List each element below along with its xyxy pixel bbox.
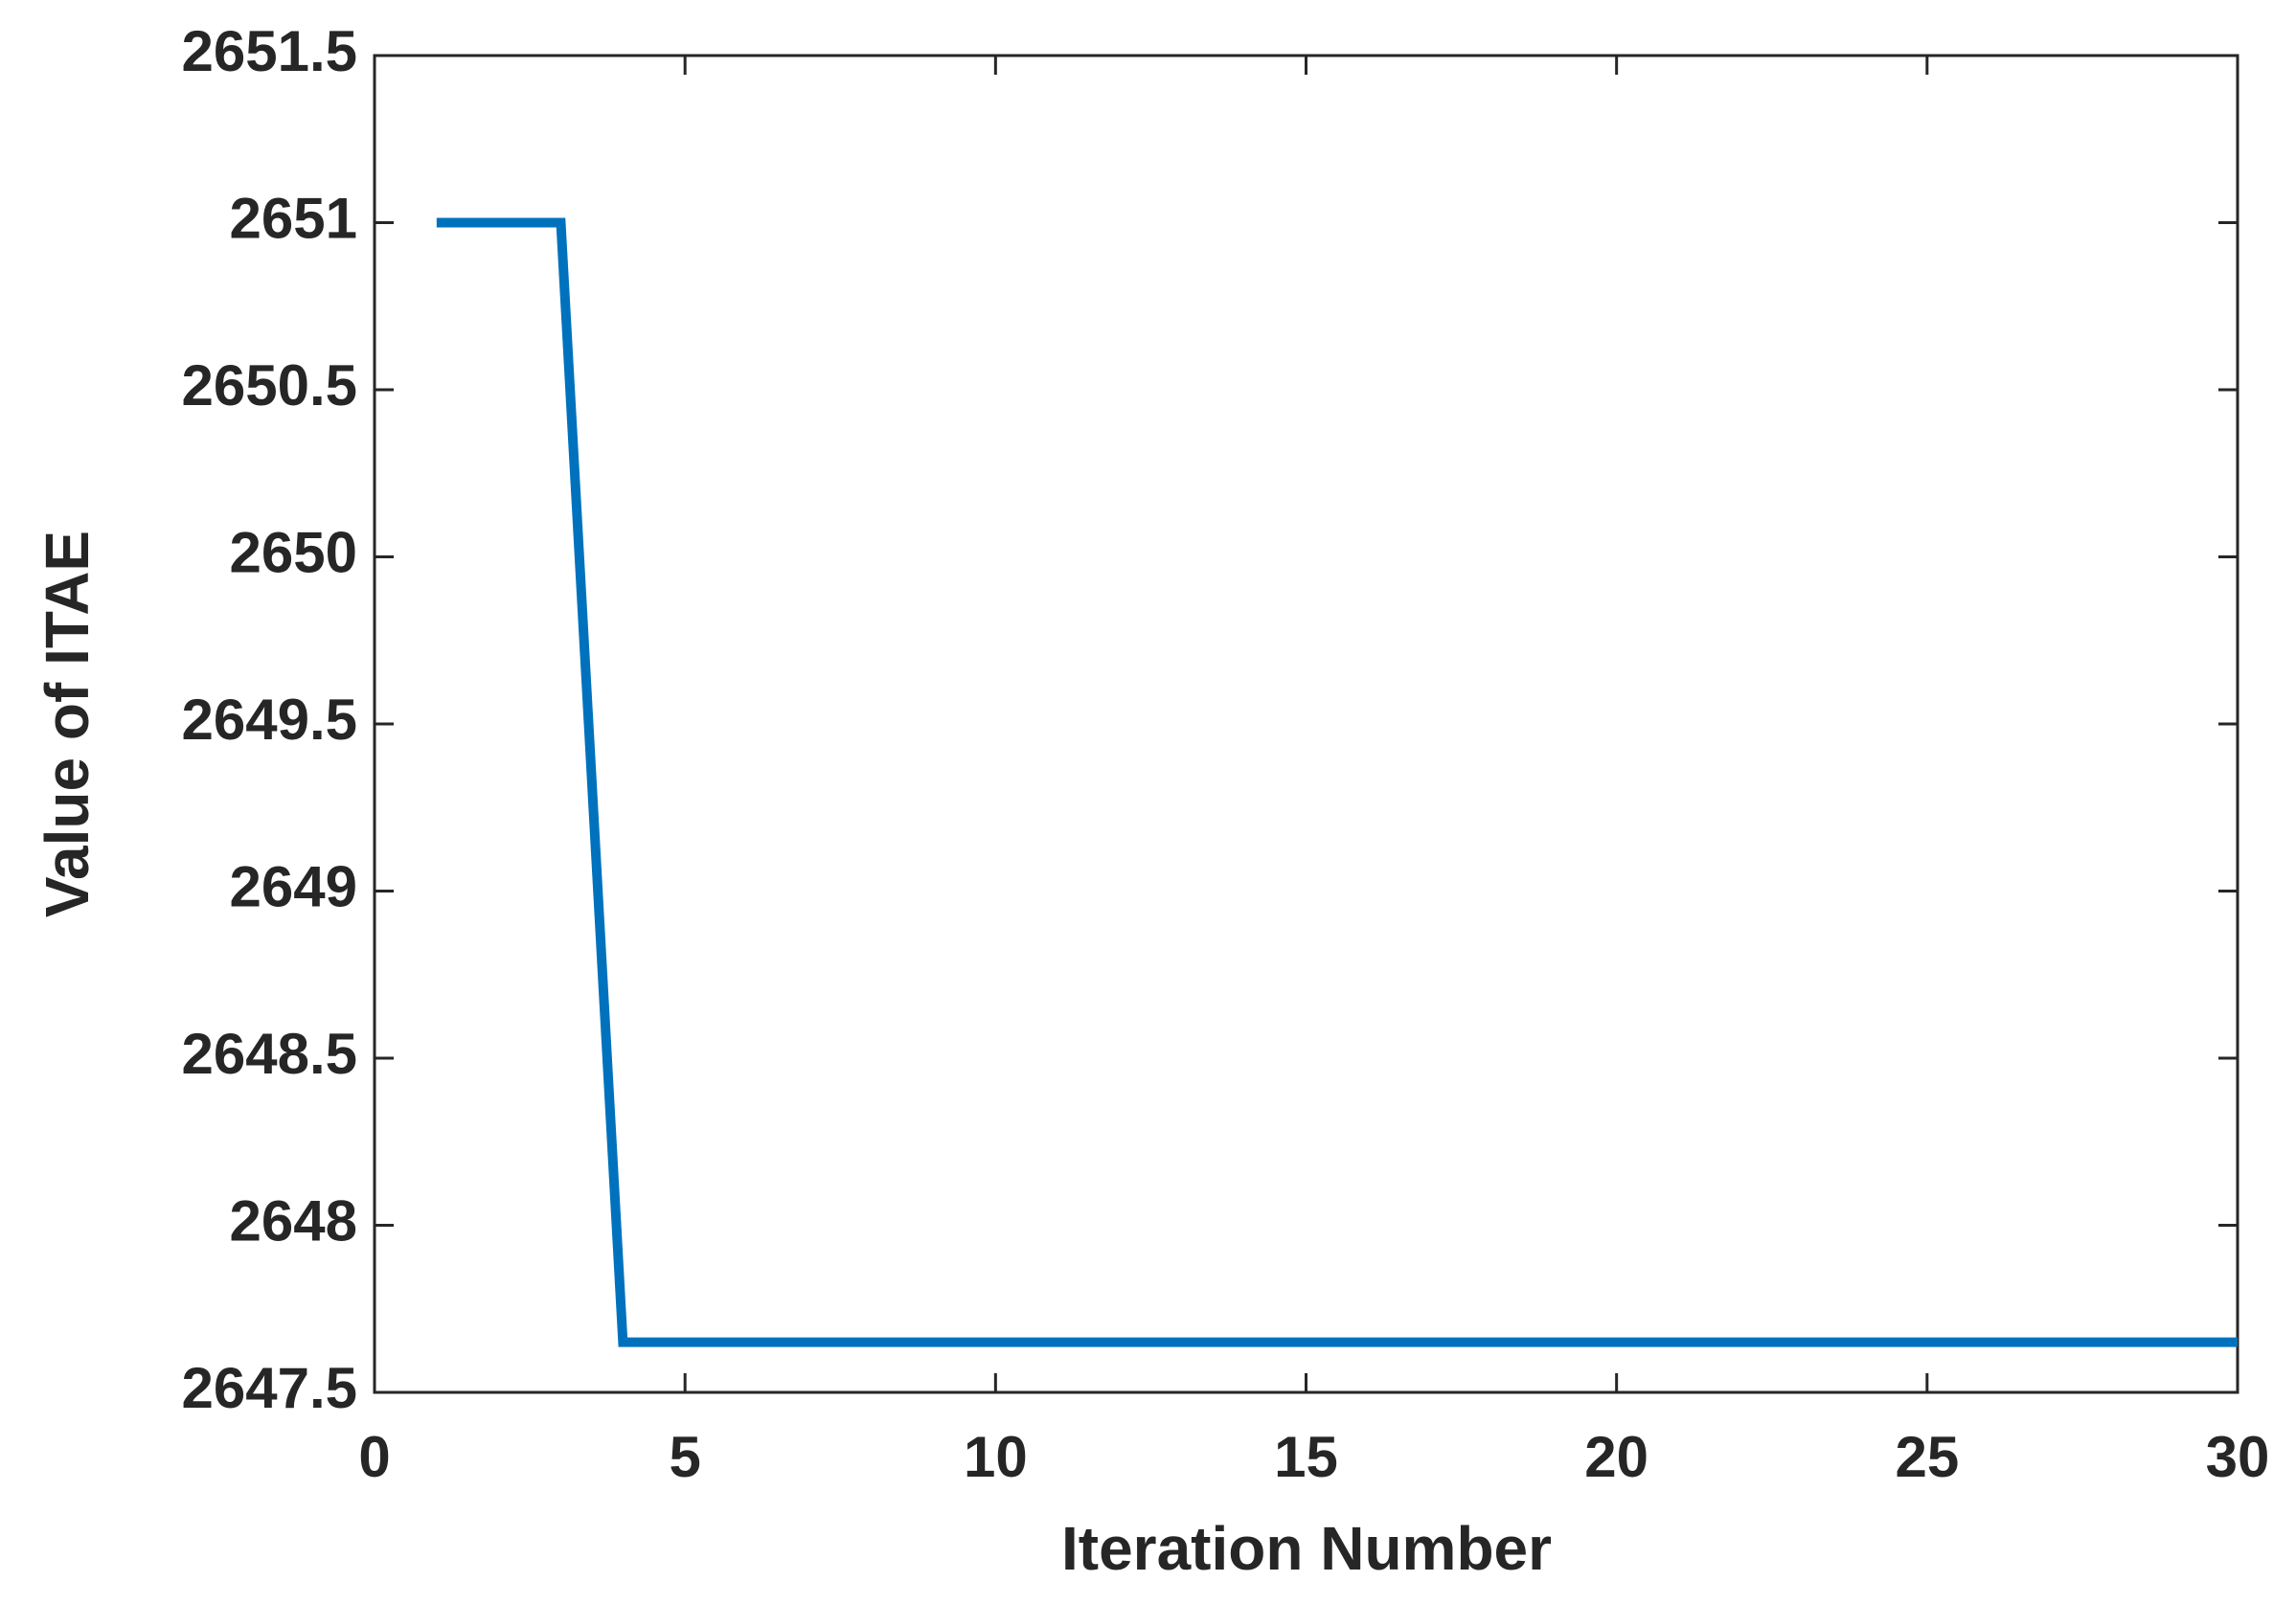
plot-frame xyxy=(373,54,2239,1394)
x-tick-label: 0 xyxy=(358,1425,390,1489)
y-tick-label: 2650 xyxy=(230,520,357,584)
x-tick-label: 15 xyxy=(1274,1425,1338,1489)
x-axis-label: Iteration Number xyxy=(1061,1514,1552,1583)
x-tick-label: 10 xyxy=(964,1425,1028,1489)
y-tick-label: 2648.5 xyxy=(181,1022,357,1086)
y-tick-label: 2649 xyxy=(230,854,357,918)
x-tick-label: 30 xyxy=(2206,1425,2270,1489)
y-tick-label: 2648 xyxy=(230,1188,357,1253)
line-series xyxy=(436,217,2238,1347)
y-tick-label: 2651 xyxy=(230,186,357,250)
y-tick-label: 2650.5 xyxy=(181,353,357,418)
x-tick-label: 20 xyxy=(1584,1425,1648,1489)
x-tick-label: 5 xyxy=(669,1425,700,1489)
y-tick-label: 2651.5 xyxy=(181,19,357,83)
y-tick-label: 2649.5 xyxy=(181,688,357,752)
x-tick-label: 25 xyxy=(1895,1425,1959,1489)
y-axis-label: Value of ITAE xyxy=(33,531,102,917)
y-tick-label: 2647.5 xyxy=(181,1356,357,1420)
